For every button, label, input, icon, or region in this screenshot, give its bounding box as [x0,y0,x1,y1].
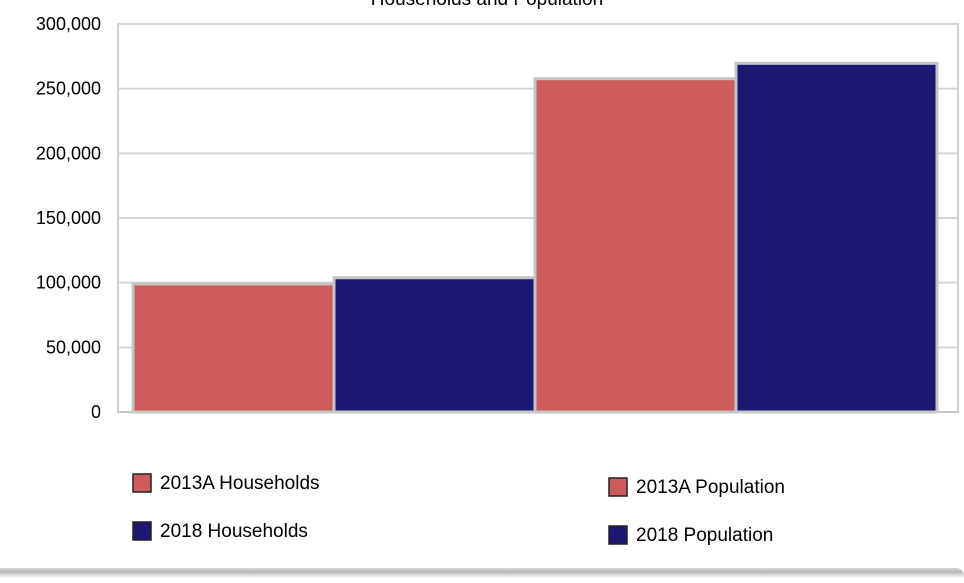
legend-swatch [132,521,152,541]
bar-2013a-population [533,77,738,414]
legend-label: 2013A Households [160,473,320,494]
y-tick-label: 200,000 [36,143,101,163]
y-tick-label: 0 [91,402,101,422]
y-tick-label: 250,000 [36,79,101,99]
y-tick-label: 300,000 [36,14,101,34]
legend-swatch [608,477,628,497]
legend-label: 2013A Population [636,477,785,498]
y-axis-tick-labels: 0 50,000 100,000 150,000 200,000 250,000 300,0… [36,14,101,422]
chart-title: Households and Population [371,0,603,10]
legend-label: 2018 Households [160,521,308,542]
bar-2013a-households [131,282,336,414]
legend-swatch [132,473,152,493]
y-tick-label: 150,000 [36,208,101,228]
legend-swatch [608,525,628,545]
bottom-shadow-divider [0,568,964,578]
legend-label: 2018 Population [636,525,773,546]
legend: 2013A Households 2018 Households 2013A Pop… [132,473,785,546]
y-tick-label: 50,000 [46,337,101,357]
y-tick-label: 100,000 [36,273,101,293]
bar-2018-households [332,276,537,414]
bar-2018-population [734,61,939,414]
